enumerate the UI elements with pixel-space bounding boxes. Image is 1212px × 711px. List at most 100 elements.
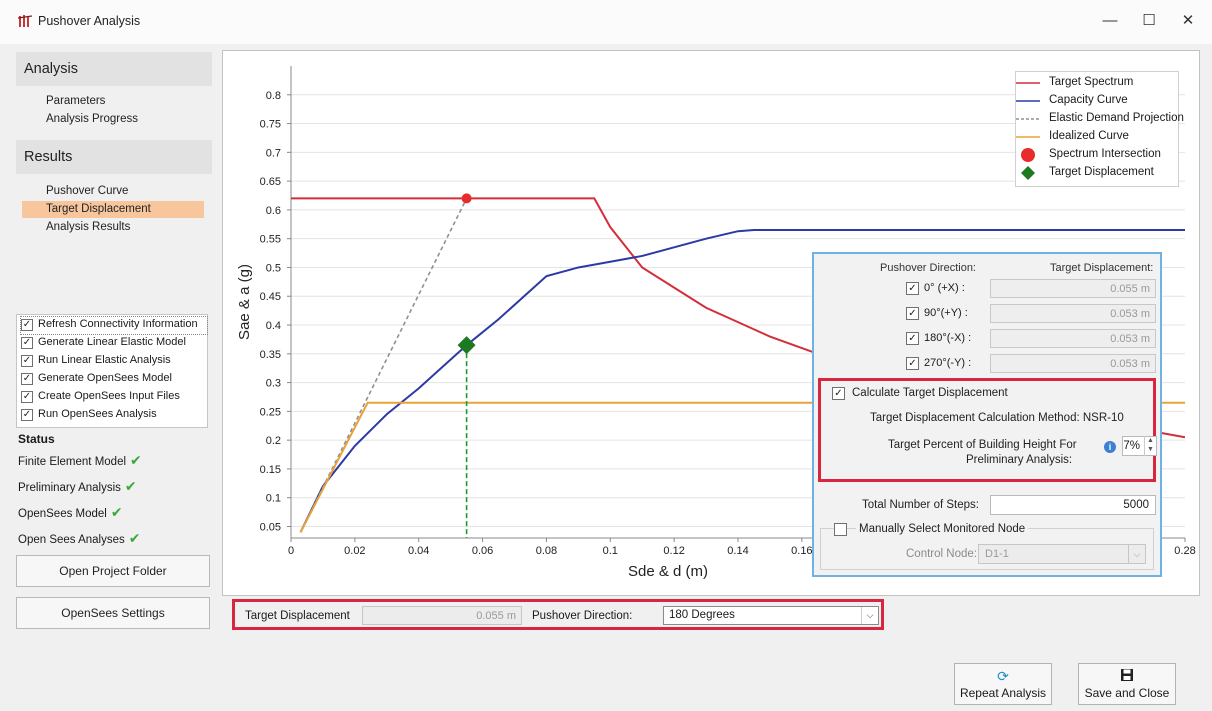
direction-checkbox[interactable]: ✓ bbox=[906, 357, 919, 370]
percent-label-line2: Preliminary Analysis: bbox=[966, 454, 1073, 466]
y-tick-label: 0.1 bbox=[266, 493, 281, 505]
chart-legend: Target Spectrum Capacity Curve Elastic D… bbox=[1015, 71, 1184, 187]
legend-swatch bbox=[1016, 118, 1040, 120]
checklist-item[interactable]: ✓ Generate OpenSees Model bbox=[21, 371, 207, 388]
checkbox[interactable]: ✓ bbox=[21, 319, 33, 331]
x-tick-label: 0.06 bbox=[472, 545, 493, 557]
info-icon[interactable]: i bbox=[1104, 441, 1116, 453]
checklist-label: Refresh Connectivity Information bbox=[38, 318, 198, 330]
checkbox[interactable]: ✓ bbox=[21, 373, 33, 385]
checklist-label: Generate Linear Elastic Model bbox=[38, 336, 186, 348]
save-and-close-button[interactable]: Save and Close bbox=[1078, 663, 1176, 705]
direction-checkbox[interactable]: ✓ bbox=[906, 332, 919, 345]
manual-node-checkbox[interactable] bbox=[834, 523, 847, 536]
calc-target-label: Calculate Target Displacement bbox=[852, 387, 1008, 399]
status-label: OpenSees Model bbox=[18, 508, 107, 520]
control-node-label: Control Node: bbox=[906, 548, 977, 560]
target-displacement-options-panel: Pushover Direction: Target Displacement:… bbox=[812, 252, 1162, 577]
legend-label: Idealized Curve bbox=[1049, 130, 1129, 142]
checklist-label: Create OpenSees Input Files bbox=[38, 390, 180, 402]
spectrum-intersection-marker bbox=[461, 193, 472, 204]
direction-label: 0° (+X) : bbox=[924, 282, 965, 294]
analysis-section-header: Analysis bbox=[16, 52, 212, 86]
legend-item: Target Spectrum bbox=[1016, 74, 1180, 92]
nav-item-parameters[interactable]: Parameters bbox=[46, 95, 106, 107]
checklist-item[interactable]: ✓ Run Linear Elastic Analysis bbox=[21, 353, 207, 370]
maximize-button[interactable]: ☐ bbox=[1142, 12, 1156, 29]
direction-row: ✓ 0° (+X) : 0.055 m bbox=[814, 279, 1160, 299]
direction-displacement-field: 0.053 m bbox=[990, 304, 1156, 323]
pushover-direction-select[interactable]: 180 Degrees ⌵ bbox=[663, 606, 879, 625]
percent-spinbox[interactable]: 7% bbox=[1122, 436, 1157, 456]
x-axis-label: Sde & d (m) bbox=[628, 563, 708, 580]
status-row: Finite Element Model ✔ bbox=[18, 452, 142, 469]
elastic-demand-projection-line bbox=[299, 198, 468, 533]
manual-node-label: Manually Select Monitored Node bbox=[856, 523, 1029, 535]
direction-checkbox[interactable]: ✓ bbox=[906, 282, 919, 295]
y-tick-label: 0.55 bbox=[260, 234, 281, 246]
y-tick-label: 0.6 bbox=[266, 205, 281, 217]
nav-item-pushover-curve[interactable]: Pushover Curve bbox=[46, 185, 129, 197]
y-tick-label: 0.25 bbox=[260, 406, 281, 418]
steps-input[interactable]: 5000 bbox=[990, 495, 1156, 515]
nav-item-target-displacement[interactable]: Target Displacement bbox=[22, 201, 204, 218]
y-tick-label: 0.15 bbox=[260, 464, 281, 476]
checklist-label: Run OpenSees Analysis bbox=[38, 408, 157, 420]
y-tick-label: 0.35 bbox=[260, 349, 281, 361]
legend-item: Idealized Curve bbox=[1016, 128, 1180, 146]
checklist-label: Generate OpenSees Model bbox=[38, 372, 172, 384]
nav-item-analysis-progress[interactable]: Analysis Progress bbox=[46, 113, 139, 125]
close-button[interactable]: ✕ bbox=[1181, 12, 1195, 29]
checklist-item[interactable]: ✓ Refresh Connectivity Information bbox=[20, 316, 208, 335]
bottom-target-field: 0.055 m bbox=[362, 606, 522, 625]
x-tick-label: 0.08 bbox=[536, 545, 557, 557]
checklist-label: Run Linear Elastic Analysis bbox=[38, 354, 171, 366]
checkbox[interactable]: ✓ bbox=[21, 391, 33, 403]
app-icon bbox=[18, 15, 32, 27]
chevron-down-icon: ⌵ bbox=[1128, 545, 1145, 563]
legend-label: Capacity Curve bbox=[1049, 94, 1128, 106]
checklist-item[interactable]: ✓ Run OpenSees Analysis bbox=[21, 407, 207, 424]
analysis-checklist: ✓ Refresh Connectivity Information ✓ Gen… bbox=[16, 314, 208, 428]
control-node-dropdown[interactable]: D1-1 ⌵ bbox=[978, 544, 1146, 564]
x-tick-label: 0.04 bbox=[408, 545, 429, 557]
y-tick-label: 0.3 bbox=[266, 378, 281, 390]
calc-target-checkbox[interactable]: ✓ bbox=[832, 387, 845, 400]
percent-value: 7% bbox=[1123, 440, 1140, 452]
direction-label: 180°(-X) : bbox=[924, 332, 972, 344]
checkbox[interactable]: ✓ bbox=[21, 355, 33, 367]
repeat-analysis-label: Repeat Analysis bbox=[959, 686, 1047, 700]
status-row: Preliminary Analysis ✔ bbox=[18, 478, 137, 495]
checklist-item[interactable]: ✓ Generate Linear Elastic Model bbox=[21, 335, 207, 352]
x-tick-label: 0.12 bbox=[663, 545, 684, 557]
status-row: Open Sees Analyses ✔ bbox=[18, 530, 141, 547]
legend-label: Spectrum Intersection bbox=[1049, 148, 1161, 160]
status-title: Status bbox=[18, 432, 55, 446]
direction-checkbox[interactable]: ✓ bbox=[906, 307, 919, 320]
spin-arrows-icon[interactable]: ▲ ▼ bbox=[1144, 436, 1156, 456]
window-title: Pushover Analysis bbox=[38, 14, 141, 28]
direction-displacement-field: 0.055 m bbox=[990, 279, 1156, 298]
target-displacement-header: Target Displacement: bbox=[1050, 262, 1154, 274]
direction-displacement-field: 0.053 m bbox=[990, 354, 1156, 373]
direction-label: 90°(+Y) : bbox=[924, 307, 968, 319]
check-icon: ✔ bbox=[130, 452, 142, 468]
legend-swatch bbox=[1021, 148, 1035, 162]
calc-method-label: Target Displacement Calculation Method: … bbox=[870, 412, 1124, 424]
legend-item: Target Displacement bbox=[1016, 164, 1180, 182]
nav-item-analysis-results[interactable]: Analysis Results bbox=[46, 221, 131, 233]
y-tick-label: 0.5 bbox=[266, 262, 281, 274]
minimize-button[interactable]: — bbox=[1102, 12, 1118, 29]
open-project-folder-button[interactable]: Open Project Folder bbox=[16, 555, 210, 587]
bottom-direction-label: Pushover Direction: bbox=[532, 610, 633, 622]
opensees-settings-button[interactable]: OpenSees Settings bbox=[16, 597, 210, 629]
checkbox[interactable]: ✓ bbox=[21, 337, 33, 349]
direction-label: 270°(-Y) : bbox=[924, 357, 972, 369]
calc-target-highlight bbox=[818, 378, 1156, 482]
repeat-analysis-button[interactable]: ⟳ Repeat Analysis bbox=[954, 663, 1052, 705]
x-tick-label: 0.1 bbox=[603, 545, 618, 557]
checklist-item[interactable]: ✓ Create OpenSees Input Files bbox=[21, 389, 207, 406]
x-tick-label: 0.28 bbox=[1174, 545, 1195, 557]
checkbox[interactable]: ✓ bbox=[21, 409, 33, 421]
direction-row: ✓ 90°(+Y) : 0.053 m bbox=[814, 304, 1160, 324]
